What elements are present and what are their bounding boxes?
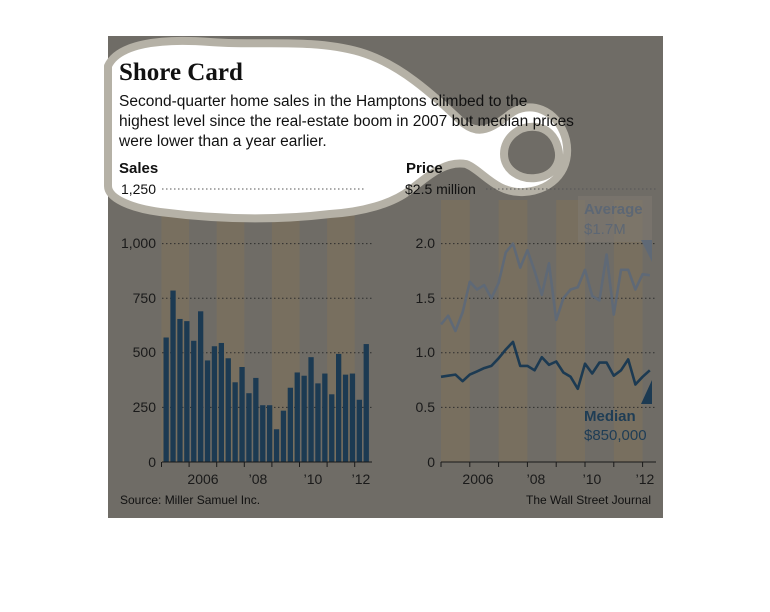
sales-bar	[253, 377, 259, 462]
subtitle-line: were lower than a year earlier.	[118, 133, 327, 150]
median-price-line	[440, 340, 651, 391]
sales-bar	[267, 405, 273, 462]
price-x-tick: ’12	[636, 471, 655, 487]
price-x-axis: 2006 ’08 ’10 ’12	[462, 471, 654, 487]
sales-bars	[163, 290, 369, 462]
price-y-axis: 2.0 1.5 1.0 0.5 0	[416, 235, 436, 470]
price-x-tick: ’10	[583, 471, 602, 487]
source-note: Source: Miller Samuel Inc.	[120, 493, 260, 507]
median-annotation: Median $850,000	[584, 380, 652, 444]
sales-bar	[225, 358, 231, 462]
sales-bar	[198, 311, 204, 462]
price-lines	[439, 242, 651, 391]
sales-y-tick: 500	[133, 344, 157, 360]
sales-bar	[322, 373, 328, 462]
sales-y-tick-top: 1,250	[121, 181, 156, 197]
sales-bar	[329, 394, 335, 462]
sales-bar	[301, 375, 307, 462]
page-title: Shore Card	[119, 59, 243, 86]
average-label-box	[578, 196, 652, 242]
sales-bar	[211, 346, 218, 462]
median-value: $850,000	[584, 427, 647, 444]
sales-y-tick: 750	[133, 290, 157, 306]
median-pointer	[641, 380, 652, 404]
sales-chart-title: Sales	[119, 160, 158, 177]
price-x-tick: ’08	[527, 471, 546, 487]
average-price-line	[439, 242, 650, 333]
credit-note: The Wall Street Journal	[526, 493, 651, 507]
sales-bar	[260, 405, 266, 462]
sales-bar	[308, 357, 314, 462]
sales-x-axis: 2006 ’08 ’10 ’12	[187, 471, 370, 487]
sales-bar	[204, 360, 211, 462]
price-y-tick: 2.0	[416, 235, 436, 251]
year-stripe	[498, 200, 528, 462]
price-x-tick: 2006	[462, 471, 493, 487]
sales-bar	[177, 318, 183, 462]
sales-y-tick: 1,000	[121, 235, 156, 251]
sales-bar	[336, 353, 342, 462]
sales-bar	[356, 399, 362, 462]
sales-y-tick: 0	[148, 454, 156, 470]
sales-bar	[246, 393, 252, 462]
sales-bar	[363, 344, 369, 462]
sales-bar	[280, 410, 287, 462]
blob-shape	[104, 36, 572, 223]
price-y-tick-top: $2.5 million	[405, 181, 476, 197]
sales-x-tick: 2006	[187, 471, 218, 487]
median-series-name: Median	[584, 408, 636, 425]
price-y-tick: 0.5	[416, 399, 436, 415]
price-y-tick: 0	[427, 454, 435, 470]
sales-bar	[349, 373, 356, 462]
sales-bar	[191, 340, 197, 462]
price-chart-title: Price	[406, 160, 443, 177]
sales-bar	[170, 290, 176, 462]
sales-bar	[184, 321, 190, 462]
overlay-blob	[104, 36, 572, 223]
sales-bar	[232, 382, 238, 462]
sales-x-tick: ’08	[249, 471, 268, 487]
sales-bar	[163, 337, 169, 462]
sales-y-tick: 250	[133, 399, 157, 415]
average-series-name: Average	[584, 201, 643, 218]
sales-x-tick: ’10	[304, 471, 323, 487]
price-y-tick: 1.0	[416, 344, 436, 360]
subtitle-line: Second-quarter home sales in the Hampton…	[119, 93, 527, 110]
sales-x-tick: ’12	[352, 471, 371, 487]
subtitle-line: highest level since the real-estate boom…	[119, 113, 574, 130]
average-pointer	[641, 240, 652, 262]
sales-bar	[218, 342, 224, 462]
sales-bar	[239, 366, 245, 462]
x-axis-ticks	[161, 462, 644, 467]
sales-bar	[342, 374, 349, 462]
price-y-tick: 1.5	[416, 290, 436, 306]
sales-bar	[294, 372, 300, 462]
sales-bar	[315, 383, 321, 462]
sales-bar	[273, 429, 280, 462]
sales-y-axis: 1,000 750 500 250 0	[121, 235, 156, 470]
sales-bar	[287, 387, 293, 462]
average-value: $1.7M	[584, 221, 626, 238]
average-annotation: Average $1.7M	[578, 196, 652, 262]
